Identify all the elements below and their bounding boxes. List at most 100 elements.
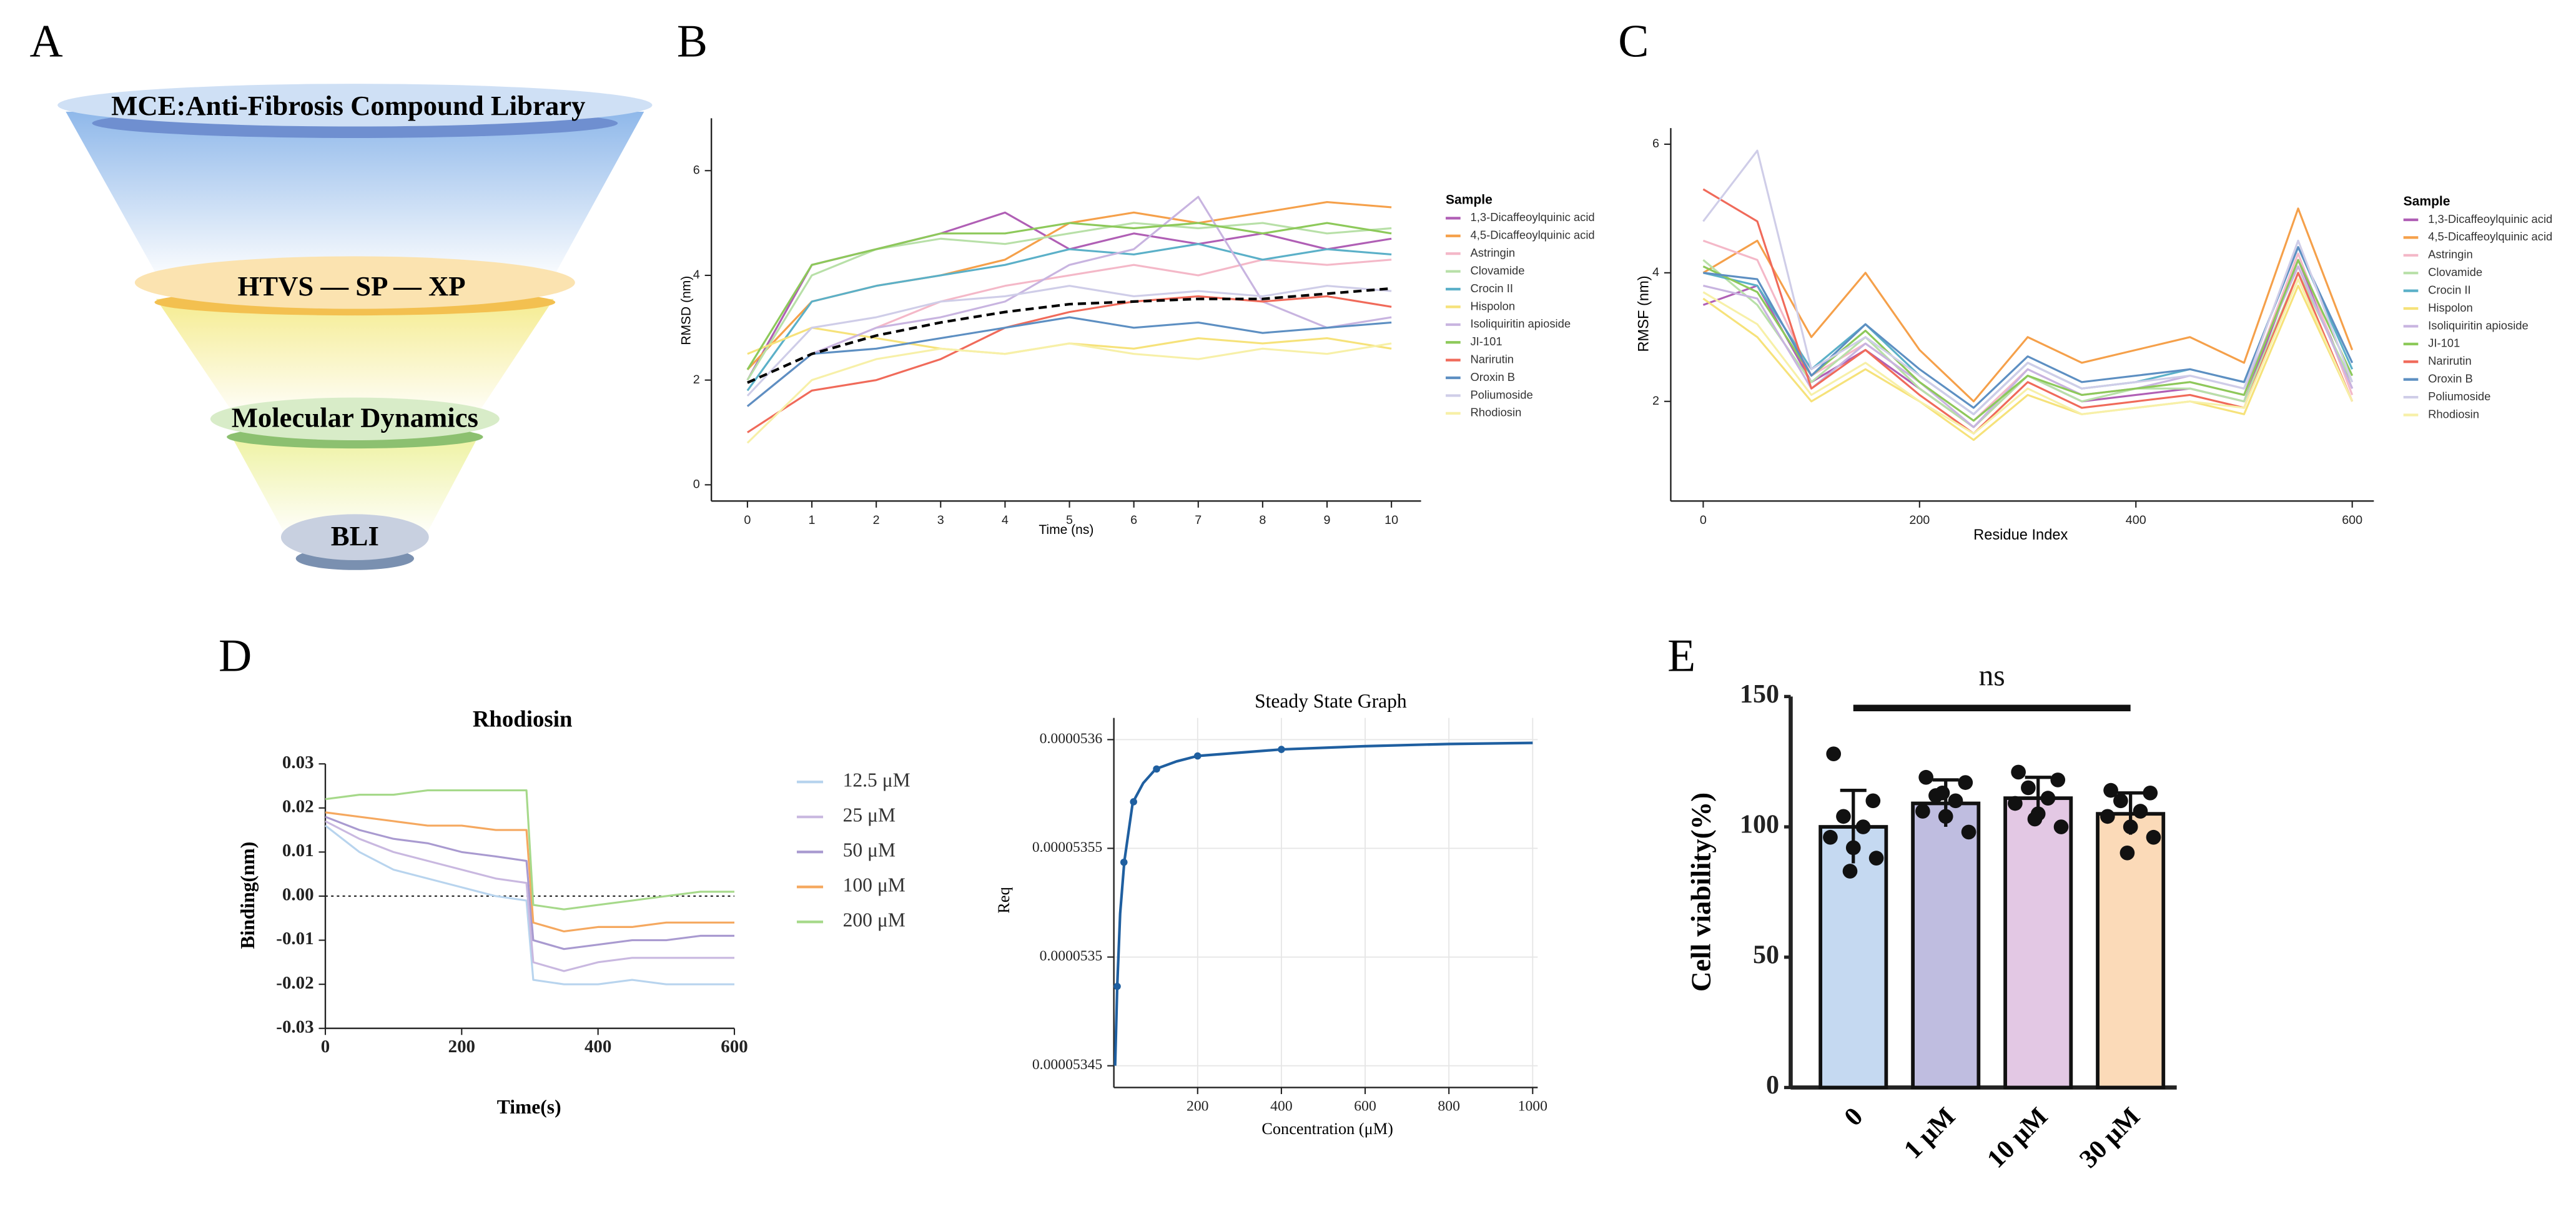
x-tick-label: 4 [1002,513,1009,527]
y-tick-label: 2 [1652,394,1659,408]
funnel-cone [230,433,480,539]
funnel-label: Molecular Dynamics [232,402,478,433]
y-tick-label: 6 [693,163,700,177]
data-point [1120,858,1128,866]
funnel-top [280,514,429,561]
panel-label: A [29,16,62,67]
y-axis-label: Req [995,887,1013,913]
legend-label: 4,5-Dicaffeoylquinic acid [1470,229,1594,242]
series-line [325,824,734,985]
legend-label: Hispolon [2428,301,2473,314]
y-tick-label: 0.03 [282,753,314,772]
legend-title: Sample [1446,192,1493,207]
x-tick-label: 400 [585,1037,611,1057]
series-line [325,811,734,933]
chart: 0.03 0.02 0.01 0.00 -0.01 -0.02 -0.03 0 200 400 60… [237,706,910,1118]
legend-label: 50 μM [843,839,896,861]
panel-labels: A B C D E [29,16,1695,681]
x-tick-label: 0 [744,513,751,527]
y-tick-label: 0 [1766,1071,1779,1100]
legend-label: Crocin II [1470,282,1513,295]
y-tick-label: 4 [1652,265,1659,279]
series-line [325,789,734,910]
data-point [2120,845,2135,861]
series-line [1702,284,2354,442]
data-point [2103,782,2118,798]
plots: 0 2 4 6 0 1 2 3 4 5 6 7 8 9 10 Time (ns) RMSD (nm) 1,3-Di… [237,118,2552,1174]
legend-label: Astringin [1470,246,1515,259]
y-tick-label: 2 [693,373,700,387]
legend-label: 1,3-Dicaffeoylquinic acid [1470,210,1594,224]
y-tick-label: 0 [693,478,700,491]
data-point [1865,793,1881,809]
data-point [1823,829,1838,845]
legend-label: Isoliquiritin apioside [2428,318,2529,332]
x-tick-label: 5 [1066,513,1073,527]
series-line [746,342,1392,444]
data-point [2053,819,2069,834]
x-tick-label: 600 [1354,1098,1376,1114]
legend-label: 200 μM [843,909,906,931]
legend-label: Poliumoside [2428,390,2490,403]
series-line [746,285,1392,397]
series-line [746,195,1392,407]
legend-label: Clovamide [1470,264,1524,277]
data-point [1113,982,1121,990]
x-axis-label: Time(s) [497,1096,561,1118]
panel-label: D [219,629,252,681]
legend-label: Rhodiosin [1470,406,1521,419]
series-line [1702,149,2354,415]
y-tick-label: 0.00 [282,885,314,905]
data-point [1958,775,1973,790]
x-tick-label: 1000 [1518,1098,1547,1114]
y-tick-label: 0.02 [282,796,314,816]
data-point [2133,804,2148,819]
legend-label: 1,3-Dicaffeoylquinic acid [2428,212,2552,225]
bar [2003,796,2073,1090]
data-point [2146,829,2161,845]
y-axis-label: RMSD (nm) [679,276,693,345]
data-point [1826,746,1842,762]
y-axis-label: Binding(nm) [237,842,259,949]
bar [1818,825,1888,1090]
trend-line [747,287,1392,384]
chart-title: Steady State Graph [1255,690,1407,712]
x-tick-label: 200 [448,1037,475,1057]
x-tick-label: 8 [1259,513,1266,527]
y-tick-label: 100 [1740,811,1779,839]
funnel-top [210,397,500,440]
data-point [1278,746,1285,753]
legend-label: Poliumoside [1470,388,1532,401]
x-tick-label: 0 [321,1037,330,1057]
data-point [1938,809,1953,824]
data-point [2008,796,2023,811]
panel-label: B [677,16,708,67]
legend-label: 12.5 μM [843,769,910,791]
data-point [1130,798,1137,806]
y-tick-label: 0.0000535 [1040,948,1103,964]
funnel: MCE:Anti-Fibrosis Compound Library HTVS … [57,84,653,570]
data-point [2027,811,2043,827]
fit-line [1113,741,1533,1066]
y-tick-label: 50 [1753,940,1779,969]
series-line [1702,188,2354,435]
chart: 0 2 4 6 0 1 2 3 4 5 6 7 8 9 10 Time (ns) RMSD (nm) 1,3-Di… [679,118,1595,537]
panel-label: C [1618,16,1649,67]
y-tick-label: 0.00005345 [1032,1057,1102,1073]
data-point [1836,809,1851,824]
y-tick-label: 6 [1652,137,1659,151]
x-axis-label: Time (ns) [1039,523,1093,537]
legend-label: Narirutin [2428,354,2472,367]
y-tick-label: 0.01 [282,841,314,861]
data-point [2100,809,2115,824]
funnel-label: BLI [331,520,379,551]
legend-label: Isoliquiritin apioside [1470,317,1571,330]
legend-label: 25 μM [843,804,896,826]
data-point [1948,793,1963,809]
y-tick-label: -0.02 [276,973,313,993]
data-point [1845,840,1861,856]
legend-label: Clovamide [2428,265,2482,279]
funnel-label: HTVS — SP — XP [237,270,465,302]
x-tick-label: 0 [1839,1102,1868,1132]
